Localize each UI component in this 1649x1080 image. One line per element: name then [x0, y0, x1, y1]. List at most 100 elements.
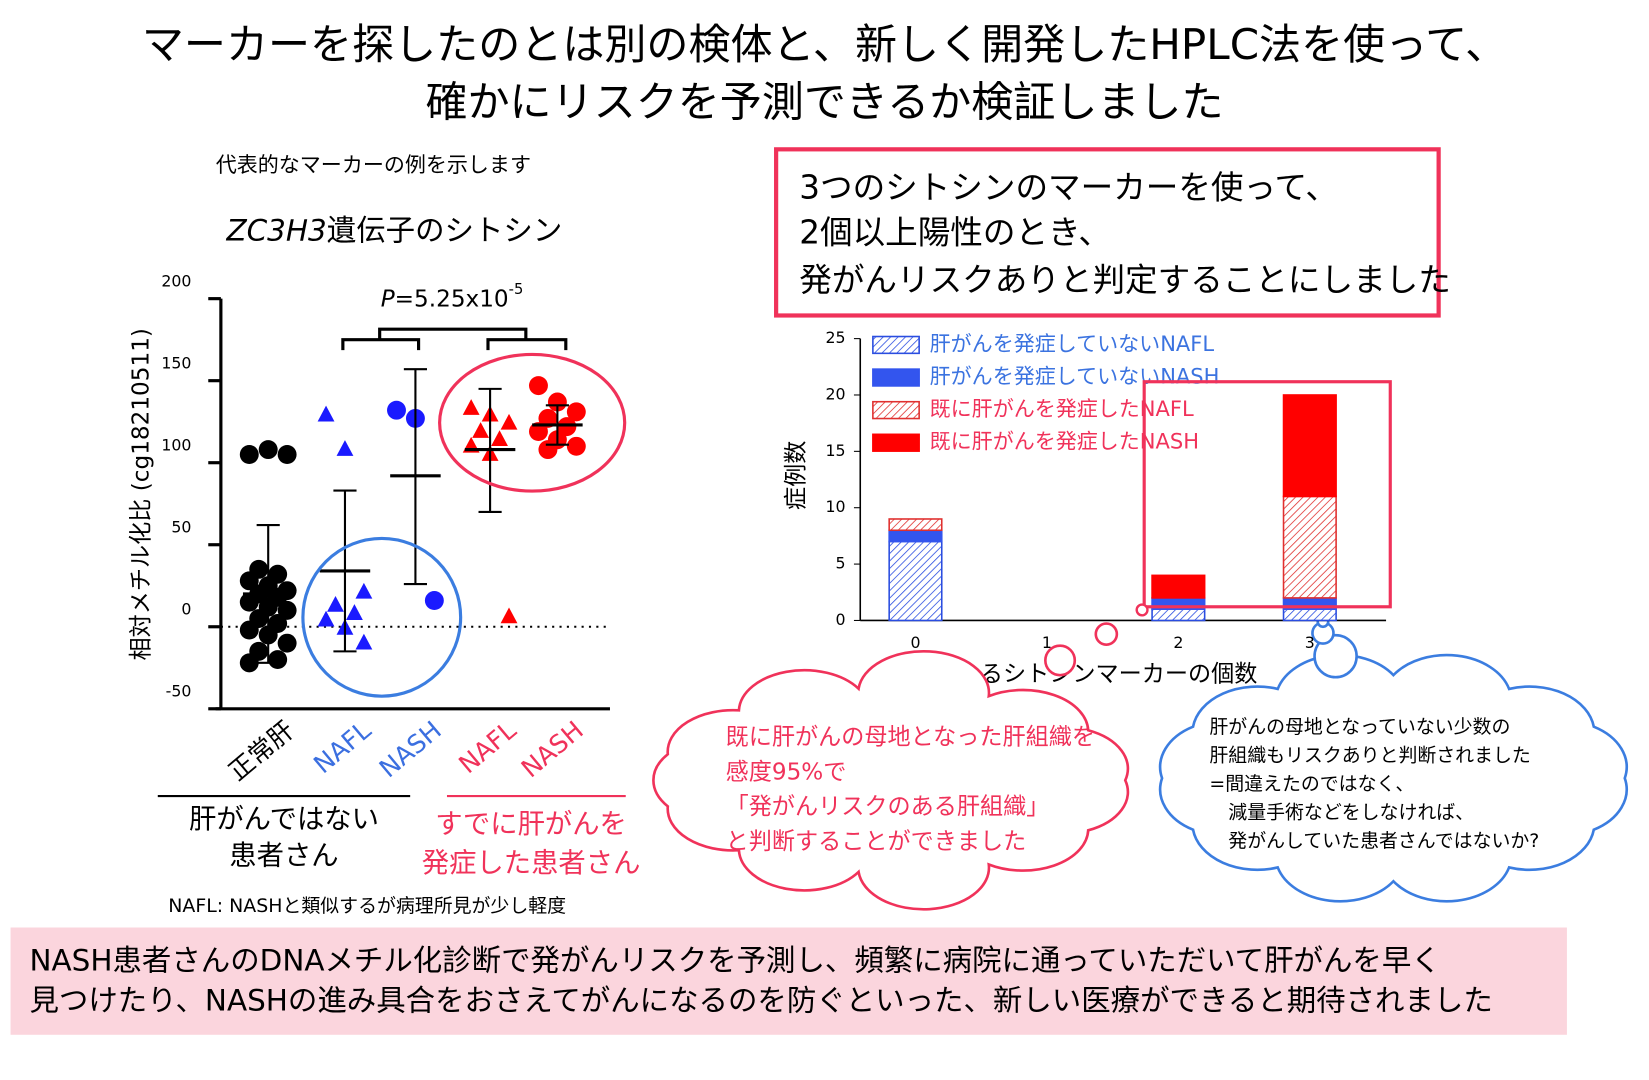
y-tick-label: 10 [825, 497, 845, 516]
bar [1151, 574, 1206, 599]
clouds [652, 603, 1628, 911]
point [239, 445, 259, 464]
brackets [341, 327, 568, 351]
point [500, 607, 518, 624]
callout: 2個以上陽性のとき、 [799, 214, 1111, 252]
point [327, 595, 344, 612]
point [547, 392, 567, 412]
legend-swatch [872, 400, 920, 420]
y-tick-label: 150 [161, 353, 191, 372]
point [500, 413, 518, 430]
cloud-text: 「発がんリスクのある肝組織」 [726, 794, 1050, 820]
point [268, 650, 288, 670]
bar [1282, 495, 1337, 599]
cloud [1158, 653, 1628, 903]
point [239, 592, 259, 612]
point [566, 402, 586, 422]
cloud-text: =間違えたのではなく、 [1209, 773, 1414, 795]
banner: 見つけたり、NASHの進み具合をおさえてがんになるのを防ぐといった、新しい医療が… [29, 984, 1492, 1018]
y-tick-label: 200 [161, 271, 191, 290]
point [424, 591, 444, 610]
point [346, 604, 363, 620]
p: P [381, 286, 395, 312]
y-label: 症例数 [784, 441, 810, 510]
point [277, 633, 297, 653]
highlight [301, 536, 463, 698]
legend-swatch [872, 335, 920, 355]
x-tick-label: NASH [374, 715, 447, 783]
cloud-text: 肝組織もリスクありと判断されました [1209, 745, 1530, 767]
point [528, 376, 548, 396]
legend-label: 肝がんを発症していないNASH [930, 364, 1220, 389]
bar [888, 529, 943, 543]
bar [1151, 608, 1206, 622]
point [462, 399, 480, 415]
cloud-text: 発がんしていた患者さんではないか? [1228, 830, 1539, 852]
cloud-texts: 既に肝がんの母地となった肝組織を感度95%で「発がんリスクのある肝組織」と判断す… [726, 716, 1540, 855]
point [317, 610, 335, 627]
point [538, 408, 558, 428]
point [355, 633, 373, 650]
y-tick-label: 5 [836, 554, 846, 573]
group: 肝がんではない [189, 804, 379, 835]
cloud-text: 減量手術などをしなければ、 [1228, 801, 1474, 823]
x-tick-label: 0 [910, 633, 920, 652]
y-tick-label: 50 [171, 517, 191, 536]
legend-swatch [872, 433, 920, 452]
note: NAFL: NASHと類似するが病理所見が少し軽度 [168, 895, 566, 917]
bubble [1044, 644, 1077, 677]
bubble [1313, 633, 1358, 679]
p: -5 [509, 281, 524, 298]
bubble [1094, 622, 1119, 646]
legend-swatch [872, 368, 920, 387]
banner: NASH患者さんのDNAメチル化診断で発がんリスクを予測し、頻繁に病院に通ってい… [29, 944, 1440, 978]
point [336, 440, 354, 456]
point [355, 582, 373, 599]
callout-box [774, 147, 1441, 318]
cloud [652, 649, 1130, 911]
cloud-text: 感度95%で [726, 759, 847, 785]
point [239, 653, 259, 673]
point [566, 436, 586, 456]
y-tick-label: 15 [825, 441, 845, 460]
bar [888, 518, 943, 532]
bar [1282, 394, 1337, 498]
point [387, 400, 406, 420]
title: マーカーを探したのとは別の検体と、新しく開発したHPLC法を使って、 [142, 20, 1507, 69]
banner-bg [10, 927, 1567, 1035]
x-tick-label: NAFL [453, 715, 521, 779]
legend-label: 既に肝がんを発症したNAFL [930, 396, 1194, 421]
x-tick-label: NASH [516, 715, 589, 783]
point [472, 422, 490, 438]
point [317, 405, 335, 422]
point [528, 422, 548, 442]
x-tick-label: 3 [1305, 633, 1315, 652]
x-tick-label: 1 [1042, 633, 1052, 652]
title-part: ZC3H3 [225, 213, 326, 247]
bar [1282, 608, 1337, 622]
chart-title: ZC3H3遺伝子のシトシン [225, 213, 562, 247]
group: すでに肝がんを [435, 809, 627, 840]
y-tick-label: 0 [836, 610, 846, 629]
highlight [438, 352, 627, 493]
cloud-text: 既に肝がんの母地となった肝組織を [726, 725, 1095, 751]
x-tick-label: 2 [1173, 633, 1183, 652]
p-value: P=5.25x10-5 [381, 281, 524, 312]
point [258, 440, 278, 460]
point [538, 440, 558, 460]
point [557, 417, 577, 437]
point [239, 571, 259, 591]
x-tick-label: 正常肝 [223, 715, 300, 786]
group: 患者さん [229, 841, 338, 872]
point [277, 445, 297, 464]
group: 発症した患者さん [422, 848, 641, 879]
bar [888, 540, 943, 622]
y-tick-label: 0 [181, 599, 191, 618]
callout: 発がんリスクありと判定することにしました [799, 261, 1451, 299]
point [239, 620, 259, 640]
point [491, 430, 508, 447]
p: =5.25x10 [395, 286, 509, 312]
bubble-dot [1135, 603, 1149, 617]
x-tick-label: NAFL [308, 715, 376, 779]
